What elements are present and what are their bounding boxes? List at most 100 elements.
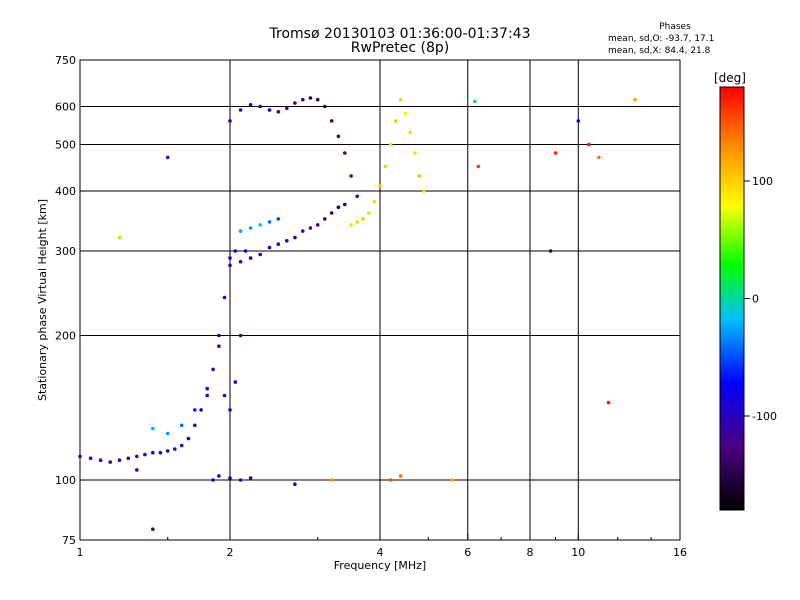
data-point [393,119,398,123]
data-point [276,110,281,114]
data-point [222,295,227,300]
y-tick-label: 600 [55,101,76,114]
data-point [301,97,305,102]
y-axis-label: Stationary phase Virtual Height [km] [36,199,49,401]
data-point [199,408,203,412]
data-point [248,256,253,260]
data-points [78,96,637,531]
data-point [413,151,417,155]
chart-title: Tromsø 20130103 01:36:00-01:37:43 [269,26,531,42]
data-point [308,226,313,230]
data-point [238,333,243,338]
data-point [211,367,215,372]
data-point [267,108,272,112]
phases-x-stats: mean, sd,X: 84.4, 21.8 [608,46,711,56]
data-point [135,468,139,472]
data-point [336,134,341,139]
data-point [329,478,334,482]
y-tick-label: 75 [62,534,76,547]
colorbar-label: [deg] [714,71,746,85]
data-point [238,229,243,233]
data-point [211,478,215,482]
data-point [361,217,365,221]
x-tick-label: 2 [227,546,234,559]
data-point [248,226,253,230]
data-point [228,476,232,480]
data-point [151,527,155,531]
data-point [258,252,263,257]
data-point [408,130,413,135]
data-point [143,452,147,457]
data-point [217,474,221,478]
phases-o-stats: mean, sd,O: -93.7, 17.1 [608,34,715,44]
data-point [78,454,82,459]
data-point [451,478,455,482]
axis-ticks: 1 2 4 6 8 10 16 75 100 200 300 400 500 600 750 [55,54,687,559]
data-point [597,155,601,160]
x-axis-label: Frequency [MHz] [334,559,426,572]
data-point [398,97,403,102]
data-point [323,104,327,109]
y-tick-label: 100 [55,474,76,487]
data-point [285,239,289,243]
data-point [243,249,248,253]
data-point [301,229,305,233]
data-point [135,454,139,459]
data-point [417,174,422,178]
x-tick-label: 10 [571,546,585,559]
colorbar-ticks: 100 0 -100 [744,175,777,423]
data-point [355,194,360,199]
data-point [276,242,281,246]
data-point [315,223,320,227]
data-point [267,245,272,250]
data-point [276,217,281,221]
data-point [222,393,227,398]
data-point [587,142,591,147]
data-point [186,436,191,441]
data-point [117,458,122,463]
data-point [323,217,327,221]
data-point [217,333,221,338]
data-point [329,119,334,123]
data-point [308,96,313,100]
data-point [179,423,184,428]
x-tick-label: 16 [673,546,687,559]
colorbar-tick-label: 100 [752,175,773,188]
data-point [228,408,232,412]
data-point [217,344,221,349]
data-point [205,386,209,391]
y-tick-label: 750 [55,54,76,67]
data-point [228,256,232,260]
data-point [422,189,426,193]
data-point [606,400,611,405]
data-point [258,104,263,109]
data-point [233,249,238,253]
data-point [193,408,197,412]
data-point [248,103,253,107]
data-point [329,211,334,215]
data-point [548,249,553,253]
data-point [349,223,353,227]
data-point [293,482,297,487]
y-tick-label: 400 [55,185,76,198]
data-point [108,460,112,464]
data-point [367,211,371,215]
data-point [238,478,243,482]
data-point [343,151,347,155]
phases-heading: Phases [659,22,691,32]
data-point [576,119,581,123]
data-point [98,458,103,463]
data-point [336,205,341,210]
data-point [158,450,163,455]
data-point [233,380,238,384]
y-tick-label: 300 [55,245,76,258]
data-point [238,108,243,112]
x-tick-label: 4 [377,546,384,559]
data-point [343,202,347,207]
data-point [378,184,382,188]
data-point [293,235,297,240]
data-point [117,235,122,240]
data-point [267,220,272,224]
colorbar-tick-label: -100 [752,410,777,423]
